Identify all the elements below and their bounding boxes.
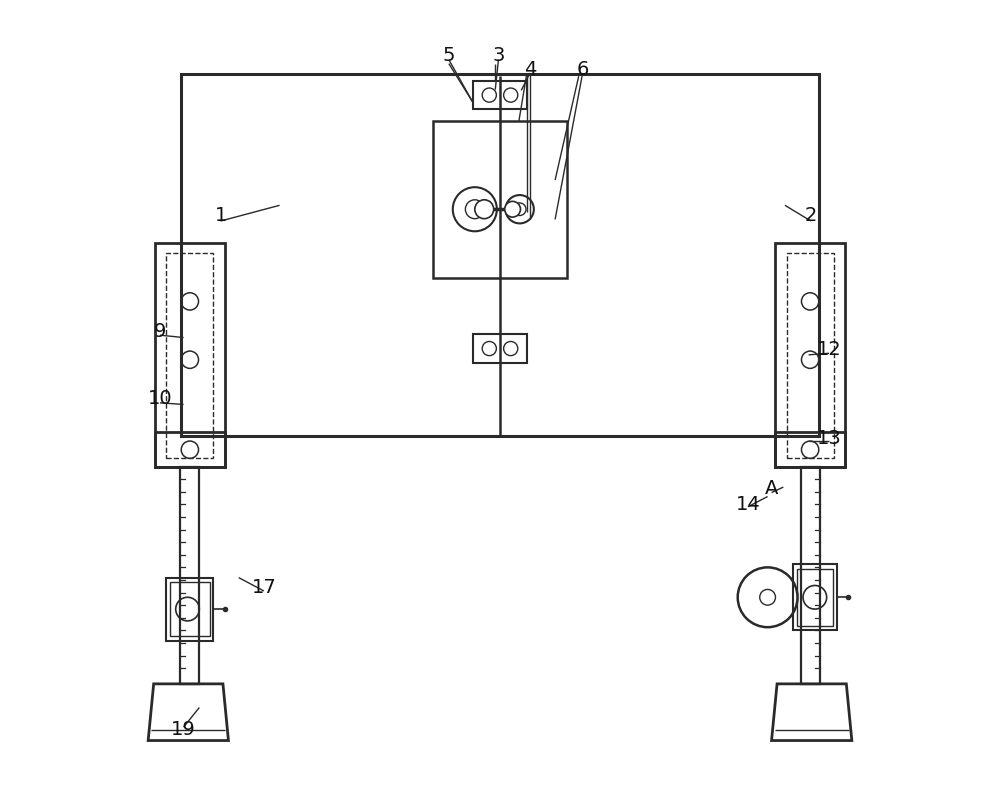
Bar (473, 334, 527, 363)
Bar (181, 74, 819, 436)
Bar (166, 252, 213, 458)
Bar (797, 569, 833, 626)
Text: 5: 5 (443, 46, 455, 65)
Text: 17: 17 (251, 578, 276, 598)
Text: 14: 14 (736, 495, 760, 514)
Bar (775, 243, 845, 468)
Text: A: A (765, 479, 778, 498)
Text: 4: 4 (524, 59, 536, 78)
Text: 2: 2 (805, 206, 817, 225)
Bar (787, 252, 834, 458)
Bar (170, 582, 210, 636)
Text: 9: 9 (154, 322, 166, 340)
Text: 1: 1 (214, 206, 227, 225)
Bar (473, 81, 527, 109)
Text: 13: 13 (817, 429, 841, 448)
Bar (801, 468, 820, 684)
Bar (155, 243, 225, 468)
Text: 6: 6 (576, 59, 589, 78)
Text: 10: 10 (148, 389, 172, 409)
Text: 12: 12 (817, 340, 841, 359)
Bar (166, 578, 213, 641)
Circle shape (505, 201, 520, 217)
Text: 3: 3 (492, 46, 505, 65)
Bar (155, 432, 225, 468)
Bar (793, 564, 837, 630)
Bar (775, 432, 845, 468)
Bar (433, 121, 567, 279)
Text: 19: 19 (171, 720, 196, 739)
Bar (180, 468, 199, 684)
Circle shape (475, 199, 494, 219)
